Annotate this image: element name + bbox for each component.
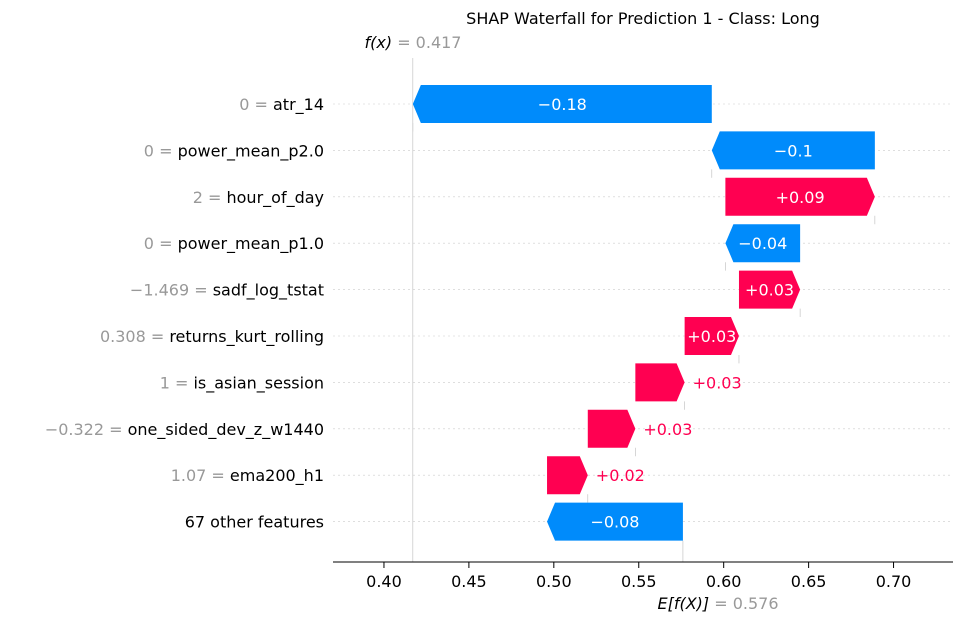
x-tick-label: 0.45 [451,572,487,591]
waterfall-bar [725,224,801,263]
waterfall-bar [725,177,875,216]
waterfall-bar [711,131,875,170]
fx-value-text: = 0.417 [397,33,461,52]
x-tick-label: 0.65 [791,572,827,591]
x-tick-label: 0.50 [536,572,572,591]
bar-value-label: +0.03 [643,420,692,439]
feature-label: 67 other features [185,513,324,532]
bar-value-label: −0.1 [774,141,813,160]
bar-value-label: +0.02 [596,466,645,485]
feature-name: ema200_h1 [230,466,324,486]
feature-value: 0 = [239,95,273,114]
feature-name: power_mean_p2.0 [178,141,324,161]
feature-name: sadf_log_tstat [213,281,324,301]
feature-label: 0 = atr_14 [239,95,324,115]
waterfall-bar [684,317,739,355]
feature-label: 0.308 = returns_kurt_rolling [100,327,324,347]
bar-value-label: +0.03 [693,373,742,392]
feature-value: 2 = [193,188,227,207]
x-tick-label: 0.40 [366,572,402,591]
waterfall-bar [547,456,588,495]
feature-label: 1.07 = ema200_h1 [171,466,324,486]
efx-label: E[f(X)] [657,594,709,613]
waterfall-bar [738,270,801,309]
feature-label: 0 = power_mean_p2.0 [144,141,324,161]
feature-value: −1.469 = [130,281,213,300]
waterfall-bar [587,409,636,448]
feature-bars: −0.18 −0.1 +0.09 −0.04 +0.03 +0.03 +0.03 +0.03 +… [412,85,876,541]
x-tick-label: 0.60 [706,572,742,591]
chart-title: SHAP Waterfall for Prediction 1 - Class:… [466,9,820,28]
x-axis-ticks: 0.40 0.45 0.50 0.55 0.60 0.65 0.70 [366,562,911,591]
bar-value-label: −0.04 [738,234,787,253]
feature-name: returns_kurt_rolling [169,327,324,347]
bar-value-label: +0.03 [745,281,794,300]
reference-lines [412,58,684,562]
feature-name: is_asian_session [193,373,324,393]
feature-labels: 0 = atr_140 = power_mean_p2.02 = hour_of… [45,95,324,532]
feature-label: 0 = power_mean_p1.0 [144,234,324,254]
x-tick-label: 0.55 [621,572,657,591]
feature-name: 67 other features [185,513,324,532]
bar-value-label: −0.08 [590,513,639,532]
feature-value: 1.07 = [171,466,230,485]
feature-label: −1.469 = sadf_log_tstat [130,281,324,301]
feature-label: 1 = is_asian_session [160,373,324,393]
waterfall-bar [547,502,683,541]
bar-value-label: +0.03 [687,327,736,346]
feature-name: hour_of_day [227,188,325,208]
efx-value-text: = 0.576 [714,594,778,613]
feature-value: 0.308 = [100,327,169,346]
feature-value: 0 = [144,141,178,160]
fx-annotation: f(x) = 0.417 [365,33,462,52]
waterfall-bar [412,85,712,123]
x-tick-label: 0.70 [876,572,912,591]
fx-label: f(x) [365,33,393,52]
feature-value: 0 = [144,234,178,253]
bar-value-label: −0.18 [538,95,587,114]
feature-label: 2 = hour_of_day [193,188,324,208]
feature-name: power_mean_p1.0 [178,234,324,254]
efx-annotation: E[f(X)] = 0.576 [657,594,778,613]
bar-value-label: +0.09 [776,188,825,207]
feature-value: −0.322 = [45,420,128,439]
feature-label: −0.322 = one_sided_dev_z_w1440 [45,420,324,440]
feature-name: atr_14 [273,95,324,115]
feature-name: one_sided_dev_z_w1440 [128,420,324,440]
feature-value: 1 = [160,373,194,392]
waterfall-bar [635,363,685,402]
